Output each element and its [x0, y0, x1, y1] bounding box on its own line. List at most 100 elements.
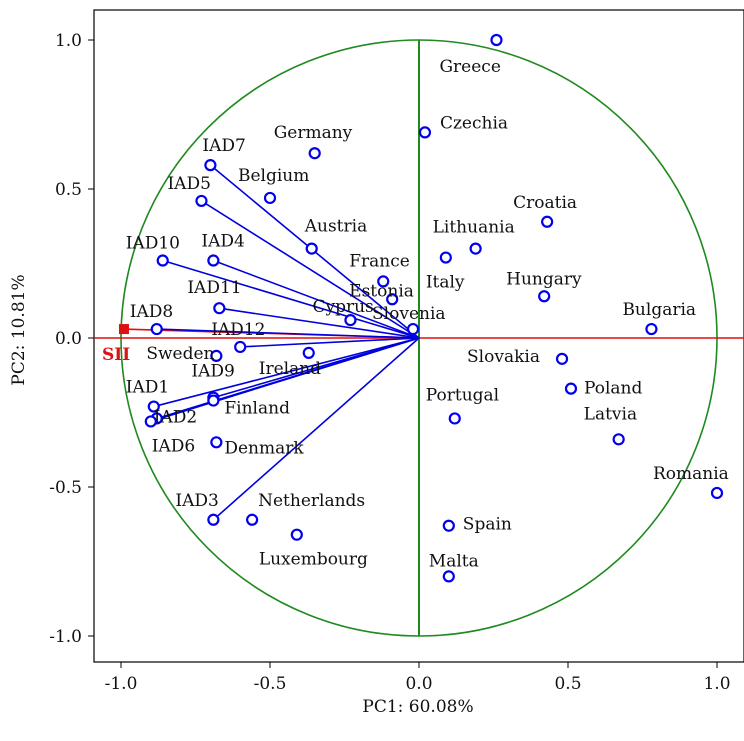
loading-label: IAD3: [175, 491, 218, 511]
loading-point: [207, 254, 220, 267]
country-point: [442, 570, 455, 583]
country-label: Latvia: [584, 404, 637, 424]
loading-label: IAD9: [191, 362, 234, 382]
country-label: Portugal: [426, 385, 499, 405]
country-point: [406, 322, 420, 336]
country-label: Germany: [274, 123, 353, 143]
country-label: Austria: [304, 217, 367, 237]
country-point: [564, 382, 578, 395]
loading-point: [147, 400, 160, 413]
country-point: [710, 486, 724, 500]
country-label: Slovenia: [372, 304, 446, 324]
country-point: [207, 394, 220, 407]
loading-point: [144, 415, 157, 428]
country-point: [377, 275, 390, 288]
country-label: Slovakia: [467, 347, 540, 367]
country-label: Spain: [463, 515, 512, 535]
country-label: Italy: [426, 273, 465, 293]
country-point: [386, 293, 399, 306]
sii-label: SII: [102, 345, 130, 365]
loading-label: IAD12: [211, 320, 265, 340]
x-tick-label: 0.5: [554, 674, 581, 694]
country-point: [538, 290, 551, 303]
country-point: [418, 126, 432, 139]
country-point: [645, 322, 658, 336]
y-tick-label: 1.0: [55, 31, 82, 51]
country-label: Denmark: [224, 438, 304, 458]
loading-point: [213, 302, 226, 315]
loading-label: IAD5: [167, 174, 210, 194]
x-tick-label: -1.0: [105, 674, 138, 694]
loading-point: [195, 194, 208, 208]
country-point: [490, 33, 503, 47]
x-tick-label: -0.5: [254, 674, 287, 694]
country-point: [308, 147, 321, 160]
y-axis: -1.0 -0.5 0.0 0.5 1.0: [49, 31, 94, 647]
country-point: [344, 314, 357, 327]
loading-point: [150, 322, 163, 336]
country-point: [290, 528, 303, 541]
x-tick-label: 0.0: [405, 674, 432, 694]
country-point: [246, 513, 259, 526]
country-point: [439, 251, 452, 264]
loading-point: [156, 254, 169, 267]
country-label: Lithuania: [433, 218, 515, 238]
loading-vector: [212, 337, 420, 521]
loading-point: [207, 513, 220, 526]
loading-label: IAD4: [201, 232, 244, 252]
loading-label: IAD8: [130, 302, 173, 322]
country-point: [210, 436, 223, 449]
y-tick-label: -1.0: [49, 627, 82, 647]
loading-point: [204, 159, 217, 172]
loading-vector: [162, 259, 420, 339]
plot-area: IAD7 IAD5 IAD10 IAD4 IAD11 IAD8 IAD12 IAD9 IAD1 I…: [93, 9, 744, 663]
country-label: Romania: [653, 464, 729, 484]
loading-point: [234, 340, 247, 354]
country-label: Luxembourg: [259, 550, 368, 570]
x-tick-label: 1.0: [703, 674, 730, 694]
loading-vector: [213, 259, 420, 339]
country-label: Ireland: [259, 359, 321, 379]
country-label: France: [349, 251, 410, 271]
loading-label: IAD2: [154, 407, 197, 427]
country-point: [305, 242, 318, 255]
country-label: Croatia: [513, 193, 577, 213]
country-point: [302, 346, 315, 359]
country-point: [263, 191, 277, 205]
x-axis: -1.0 -0.5 0.0 0.5 1.0: [105, 662, 731, 694]
country-point: [442, 519, 455, 532]
loading-vector: [240, 337, 420, 348]
loading-vector: [156, 328, 420, 339]
country-label: Hungary: [506, 269, 582, 289]
loading-label: IAD10: [126, 234, 180, 254]
country-label: Finland: [224, 399, 290, 419]
country-point: [448, 412, 461, 425]
y-tick-label: -0.5: [49, 478, 82, 498]
y-axis-title: PC2: 10.81%: [9, 274, 29, 385]
country-label: Malta: [429, 551, 479, 571]
country-label: Belgium: [238, 166, 309, 186]
y-tick-label: 0.5: [55, 180, 82, 200]
country-point: [555, 352, 569, 365]
country-label: Greece: [439, 57, 500, 77]
loading-vector: [150, 337, 420, 423]
loading-label: IAD6: [152, 436, 195, 456]
loading-vector: [201, 200, 420, 339]
country-label: Netherlands: [258, 491, 365, 511]
country-point: [541, 215, 554, 228]
loading-label: IAD7: [202, 136, 245, 156]
x-axis-title: PC1: 60.08%: [362, 697, 473, 717]
loading-label: IAD1: [126, 378, 169, 398]
y-tick-label: 0.0: [55, 329, 82, 349]
country-label: Estonia: [349, 281, 414, 301]
country-label: Cyprus: [312, 297, 373, 317]
country-point: [612, 433, 625, 446]
loading-vector: [153, 337, 420, 408]
country-label: Poland: [584, 379, 643, 399]
country-point: [469, 242, 482, 255]
country-label: Bulgaria: [622, 300, 696, 320]
country-point: [210, 349, 223, 362]
loading-label: IAD11: [187, 278, 241, 298]
loading-vector: [219, 307, 420, 339]
